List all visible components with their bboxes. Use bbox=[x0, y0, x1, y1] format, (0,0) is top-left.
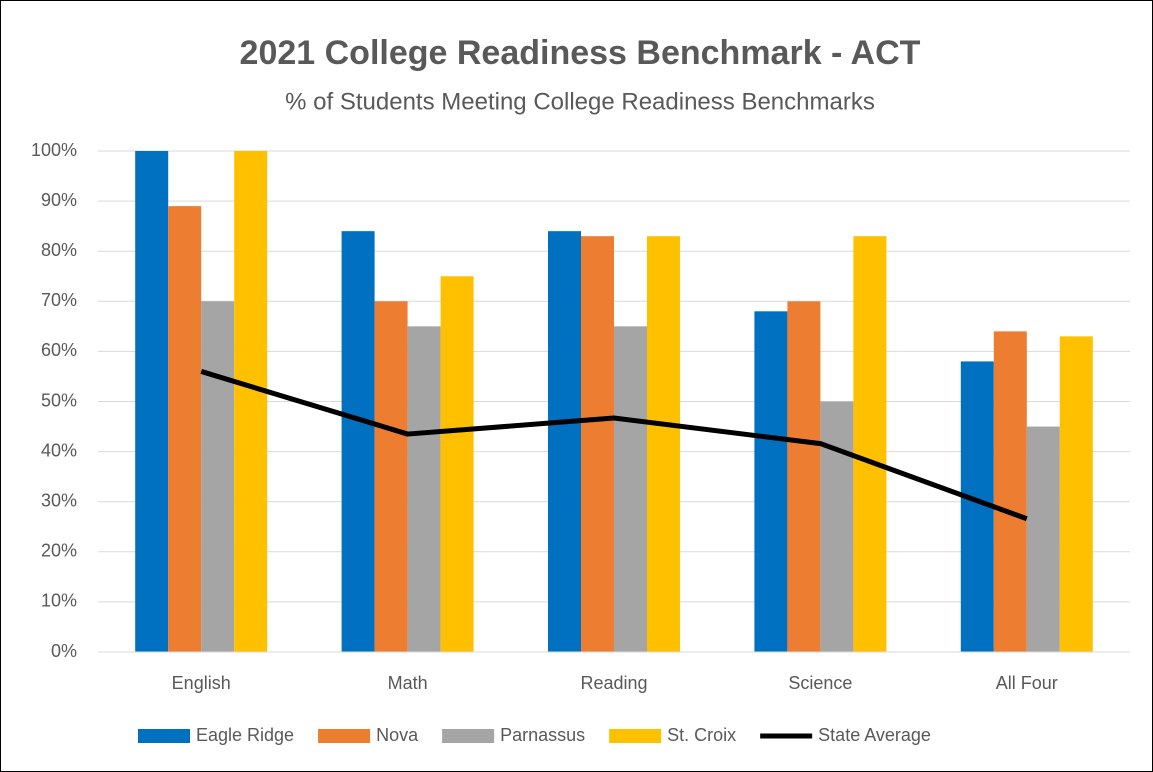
legend-marker bbox=[609, 729, 662, 743]
bar bbox=[993, 331, 1027, 652]
bar bbox=[581, 236, 614, 653]
legend-marker bbox=[442, 729, 495, 743]
bar bbox=[614, 326, 647, 652]
bar bbox=[407, 326, 441, 652]
bar bbox=[647, 236, 680, 653]
legend-marker bbox=[138, 729, 190, 743]
chart-title: 2021 College Readiness Benchmark - ACT bbox=[240, 34, 921, 72]
x-tick-label: Science bbox=[788, 673, 852, 693]
legend-label: Eagle Ridge bbox=[196, 725, 294, 745]
bar bbox=[853, 236, 887, 653]
bar bbox=[135, 151, 169, 652]
y-tick-label: 40% bbox=[41, 440, 77, 460]
bar bbox=[754, 311, 788, 652]
bar bbox=[201, 301, 235, 652]
chart-subtitle: % of Students Meeting College Readiness … bbox=[285, 88, 875, 115]
y-tick-label: 50% bbox=[41, 390, 77, 410]
x-tick-label: Reading bbox=[580, 673, 647, 693]
x-tick-label: Math bbox=[388, 673, 428, 693]
bar bbox=[548, 231, 581, 652]
x-tick-label: English bbox=[172, 673, 231, 693]
legend-label: Nova bbox=[376, 725, 419, 745]
bar bbox=[341, 231, 375, 652]
x-tick-label: All Four bbox=[996, 673, 1058, 693]
bar bbox=[168, 206, 202, 653]
legend-label: St. Croix bbox=[667, 725, 736, 745]
y-tick-label: 80% bbox=[41, 240, 77, 260]
legend-marker bbox=[318, 729, 371, 743]
y-tick-label: 0% bbox=[51, 641, 77, 661]
bar bbox=[440, 276, 474, 652]
bar bbox=[820, 401, 854, 652]
bar bbox=[374, 301, 408, 652]
bar bbox=[234, 151, 268, 652]
y-tick-label: 30% bbox=[41, 490, 77, 510]
legend-label: State Average bbox=[818, 725, 931, 745]
bar bbox=[1059, 336, 1093, 652]
y-tick-label: 20% bbox=[41, 541, 77, 561]
y-tick-label: 100% bbox=[31, 140, 77, 160]
y-tick-label: 10% bbox=[41, 591, 77, 611]
legend-label: Parnassus bbox=[500, 725, 585, 745]
bar bbox=[787, 301, 821, 652]
line bbox=[200, 369, 1028, 522]
y-tick-label: 70% bbox=[41, 290, 77, 310]
bar bbox=[1026, 426, 1060, 652]
y-tick-label: 90% bbox=[41, 190, 77, 210]
y-tick-label: 60% bbox=[41, 340, 77, 360]
